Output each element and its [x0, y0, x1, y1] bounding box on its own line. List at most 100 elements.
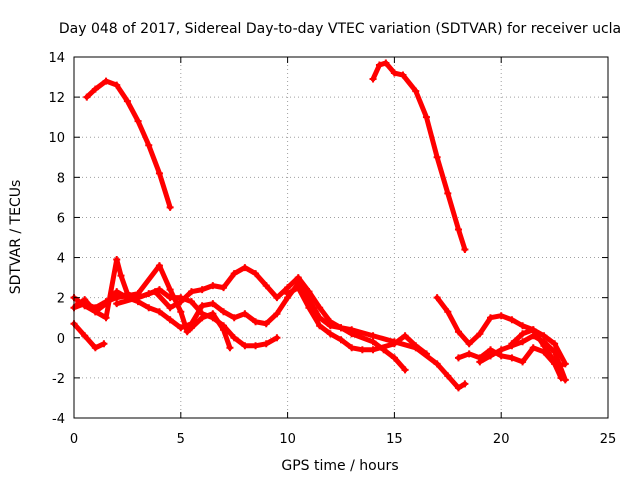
- data-point-plus: [91, 304, 99, 312]
- data-point-plus: [551, 348, 559, 356]
- data-point-plus: [337, 324, 345, 332]
- series-trace: [71, 321, 107, 351]
- data-point-plus: [198, 314, 206, 322]
- data-point-plus: [412, 342, 420, 350]
- data-point-plus: [273, 310, 281, 318]
- data-point-plus: [399, 71, 407, 79]
- data-point-plus: [497, 346, 505, 354]
- data-point-plus: [369, 338, 377, 346]
- data-point-plus: [326, 318, 334, 326]
- data-point-plus: [220, 284, 228, 292]
- data-point-plus: [177, 298, 185, 306]
- data-point-plus: [454, 354, 462, 362]
- data-point-plus: [508, 316, 516, 324]
- data-point-plus: [519, 338, 527, 346]
- plot-frame: [73, 56, 609, 419]
- data-point-plus: [369, 346, 377, 354]
- series-arc-12: [508, 326, 565, 370]
- data-point-plus: [551, 358, 559, 366]
- data-point-plus: [461, 246, 469, 254]
- y-tick-label: 0: [57, 332, 65, 347]
- data-point-plus: [348, 330, 356, 338]
- data-point-plus: [113, 288, 121, 296]
- data-point-plus: [166, 286, 174, 294]
- data-point-plus: [284, 290, 292, 298]
- y-tick-label: -4: [52, 412, 65, 427]
- x-tick-label: 15: [386, 432, 403, 447]
- data-point-plus: [375, 61, 383, 69]
- data-point-plus: [198, 286, 206, 294]
- data-point-plus: [465, 340, 473, 348]
- data-point-plus: [209, 310, 217, 318]
- data-point-plus: [91, 85, 99, 93]
- data-point-plus: [262, 340, 270, 348]
- data-point-plus: [241, 264, 249, 272]
- data-point-plus: [155, 262, 163, 270]
- data-point-plus: [145, 304, 153, 312]
- data-point-plus: [91, 344, 99, 352]
- data-point-plus: [519, 330, 527, 338]
- data-point-plus: [177, 324, 185, 332]
- y-tick-label: -2: [52, 372, 65, 387]
- data-point-plus: [422, 113, 430, 121]
- data-point-plus: [123, 97, 131, 105]
- axis-ticks: 0 5 10 15 20 25 -4 -2 0 2 4 6 8 10 12 14: [48, 51, 616, 447]
- data-point-plus: [497, 352, 505, 360]
- data-point-plus: [198, 302, 206, 310]
- data-point-plus: [497, 312, 505, 320]
- data-point-plus: [433, 153, 441, 161]
- data-point-plus: [422, 350, 430, 358]
- data-point-plus: [252, 270, 260, 278]
- data-point-plus: [476, 330, 484, 338]
- series-arc-1: [83, 77, 174, 211]
- data-point-plus: [262, 320, 270, 328]
- data-point-plus: [540, 342, 548, 350]
- series-arc-8: [284, 284, 430, 358]
- data-point-plus: [151, 288, 159, 296]
- data-point-plus: [412, 87, 420, 95]
- data-point-plus: [382, 59, 390, 67]
- data-point-plus: [81, 332, 89, 340]
- data-point-plus: [145, 141, 153, 149]
- series-arc-4: [70, 320, 108, 352]
- series-trace: [114, 265, 408, 373]
- data-point-plus: [529, 326, 537, 334]
- data-point-plus: [252, 318, 260, 326]
- data-point-plus: [390, 354, 398, 362]
- data-point-plus: [465, 350, 473, 358]
- data-point-plus: [476, 358, 484, 366]
- data-point-plus: [241, 342, 249, 350]
- data-point-plus: [487, 352, 495, 360]
- x-tick-label: 20: [493, 432, 510, 447]
- data-point-plus: [348, 344, 356, 352]
- data-point-plus: [220, 308, 228, 316]
- data-point-plus: [273, 334, 281, 342]
- data-point-plus: [487, 346, 495, 354]
- series-arc-2: [369, 59, 469, 254]
- series-arc-9: [433, 294, 569, 368]
- data-point-plus: [241, 310, 249, 318]
- series-arc-6: [70, 262, 234, 352]
- data-point-plus: [230, 314, 238, 322]
- data-point-plus: [284, 284, 292, 292]
- data-point-plus: [369, 75, 377, 83]
- data-point-plus: [252, 342, 260, 350]
- data-point-plus: [102, 314, 110, 322]
- data-point-plus: [433, 294, 441, 302]
- data-point-plus: [358, 346, 366, 354]
- data-point-plus: [155, 169, 163, 177]
- data-point-plus: [540, 332, 548, 340]
- data-point-plus: [102, 77, 110, 85]
- data-point-plus: [444, 189, 452, 197]
- data-point-plus: [508, 340, 516, 348]
- data-point-plus: [209, 300, 217, 308]
- data-point-plus: [305, 288, 313, 296]
- y-tick-label: 14: [48, 51, 65, 66]
- series-trace: [84, 78, 173, 210]
- x-tick-label: 25: [600, 432, 617, 447]
- data-point-plus: [401, 332, 409, 340]
- x-axis-label: GPS time / hours: [281, 458, 398, 474]
- data-point-plus: [390, 69, 398, 77]
- x-tick-label: 10: [279, 432, 296, 447]
- data-point-plus: [226, 344, 234, 352]
